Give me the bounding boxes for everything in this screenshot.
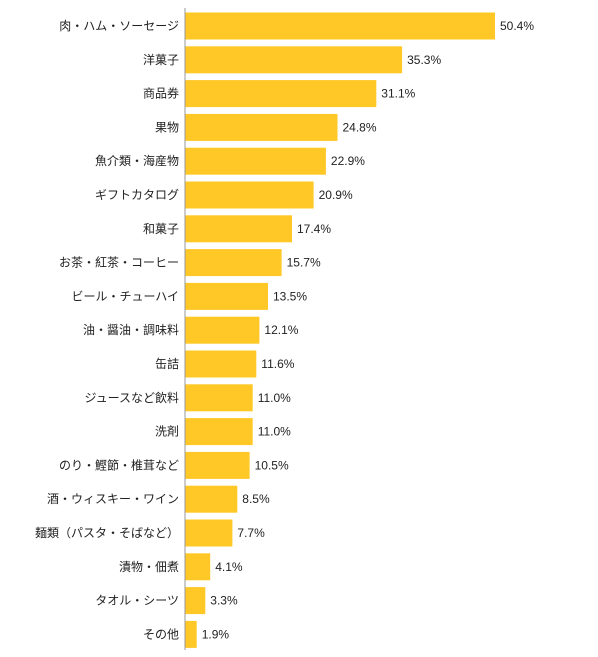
category-label-0: 肉・ハム・ソーセージ: [59, 19, 179, 33]
bar-14: [185, 485, 238, 513]
category-label-18: その他: [143, 627, 179, 641]
category-label-15: 麺類（パスタ・そばなど）: [35, 526, 179, 540]
category-label-3: 果物: [155, 120, 179, 134]
value-label-15: 7.7%: [237, 526, 265, 540]
value-label-5: 20.9%: [319, 188, 353, 202]
category-label-7: お茶・紅茶・コーヒー: [59, 255, 179, 270]
bar-6: [185, 215, 292, 243]
bar-4: [185, 147, 326, 175]
category-label-1: 洋菓子: [143, 52, 179, 67]
bar-10: [185, 350, 257, 378]
category-label-13: のり・鰹節・椎茸など: [59, 457, 179, 472]
bar-12: [185, 418, 253, 446]
value-label-14: 8.5%: [242, 492, 270, 506]
category-labels-group: 肉・ハム・ソーセージ洋菓子商品券果物魚介類・海産物ギフトカタログ和菓子お茶・紅茶…: [35, 19, 179, 641]
value-labels-group: 50.4% 35.3% 31.1% 24.8% 22.9% 20.9% 17.4% 15.7%…: [202, 19, 535, 641]
category-label-12: 洗剤: [155, 424, 179, 439]
category-label-10: 缶詰: [155, 356, 179, 371]
bar-13: [185, 451, 250, 479]
bar-5: [185, 181, 314, 209]
category-label-2: 商品券: [143, 86, 179, 101]
bar-11: [185, 384, 253, 412]
value-label-13: 10.5%: [255, 458, 289, 472]
bars-group: [185, 12, 495, 648]
bar-18: [185, 620, 197, 648]
category-label-14: 酒・ウィスキー・ワイン: [47, 492, 179, 506]
value-label-11: 11.0%: [258, 391, 291, 405]
value-label-18: 1.9%: [202, 627, 230, 641]
category-label-8: ビール・チューハイ: [71, 289, 179, 303]
value-label-7: 15.7%: [287, 256, 321, 270]
value-label-2: 31.1%: [381, 87, 415, 101]
value-label-1: 35.3%: [407, 53, 441, 67]
value-label-3: 24.8%: [343, 120, 377, 134]
bar-3: [185, 113, 338, 141]
value-label-0: 50.4%: [500, 19, 534, 33]
category-label-11: ジュースなど飲料: [84, 390, 179, 405]
bar-9: [185, 316, 260, 344]
bar-7: [185, 249, 282, 277]
bar-0: [185, 12, 495, 40]
value-label-4: 22.9%: [331, 154, 365, 168]
bar-2: [185, 80, 377, 108]
value-label-10: 11.6%: [261, 357, 294, 371]
value-label-9: 12.1%: [264, 323, 298, 337]
category-label-9: 油・醤油・調味料: [83, 322, 179, 337]
category-label-17: タオル・シーツ: [95, 594, 179, 608]
bar-17: [185, 587, 206, 615]
category-label-6: 和菓子: [143, 222, 179, 236]
value-label-17: 3.3%: [210, 594, 238, 608]
category-label-4: 魚介類・海産物: [95, 153, 179, 168]
category-label-16: 漬物・佃煮: [119, 559, 179, 574]
value-label-6: 17.4%: [297, 222, 331, 236]
bar-15: [185, 519, 233, 547]
bar-1: [185, 46, 403, 74]
bar-8: [185, 282, 268, 310]
value-label-12: 11.0%: [258, 425, 291, 439]
bar-16: [185, 553, 211, 581]
value-label-16: 4.1%: [215, 560, 243, 574]
category-label-5: ギフトカタログ: [95, 188, 179, 202]
value-label-8: 13.5%: [273, 289, 307, 303]
